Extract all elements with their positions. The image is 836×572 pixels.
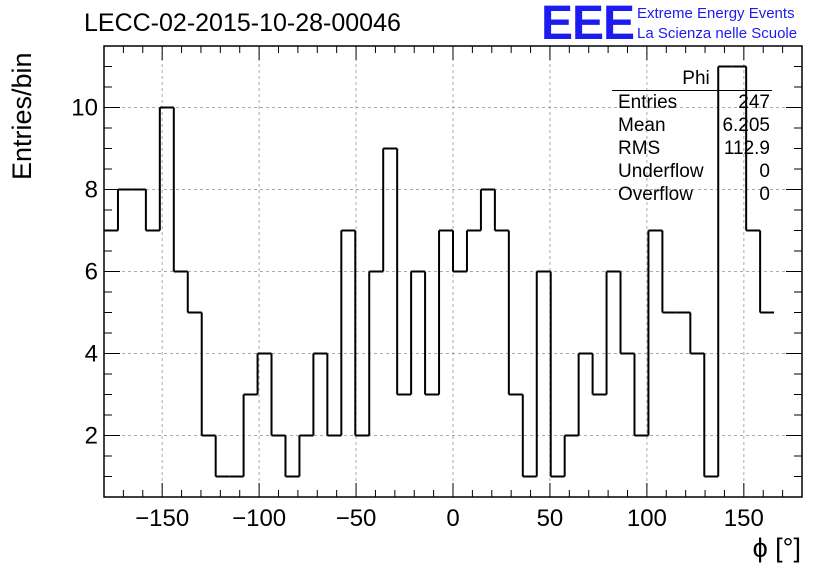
eee-logo: EEE xyxy=(541,0,635,50)
stats-label: Mean xyxy=(618,115,666,136)
y-tick-label: 6 xyxy=(85,259,98,286)
stats-label: RMS xyxy=(618,138,661,159)
stats-value: 247 xyxy=(738,92,770,113)
stats-row-overflow: Overflow 0 xyxy=(612,183,772,206)
stats-label: Overflow xyxy=(618,184,693,205)
stats-row-underflow: Underflow 0 xyxy=(612,160,772,183)
logo-tagline-2: La Scienza nelle Scuole xyxy=(637,25,798,42)
logo-tagline-1: Extreme Energy Events xyxy=(637,5,795,22)
stats-row-entries: Entries 247 xyxy=(612,91,772,114)
stats-histogram-name: Phi xyxy=(612,68,772,91)
y-tick-label: 8 xyxy=(85,177,98,204)
x-tick-label: −50 xyxy=(336,505,377,532)
y-axis-label: Entries/bin xyxy=(7,52,37,180)
x-tick-label: −150 xyxy=(135,505,189,532)
x-tick-label: 50 xyxy=(537,505,564,532)
stats-value: 0 xyxy=(759,161,770,182)
stats-label: Underflow xyxy=(618,161,704,182)
stats-box: Phi Entries 247 Mean 6.205 RMS 112.9 Und… xyxy=(612,68,772,206)
stats-label: Entries xyxy=(618,92,678,113)
stats-value: 6.205 xyxy=(722,115,770,136)
x-tick-label: 150 xyxy=(724,505,764,532)
stats-value: 0 xyxy=(759,184,770,205)
stats-value: 112.9 xyxy=(723,138,770,159)
x-axis-label: ϕ [°] xyxy=(752,533,801,563)
plot-frame xyxy=(103,45,803,498)
y-tick-label: 10 xyxy=(71,95,98,122)
stats-row-mean: Mean 6.205 xyxy=(612,114,772,137)
x-tick-label: 0 xyxy=(446,505,459,532)
y-tick-label: 4 xyxy=(85,341,98,368)
x-tick-label: −100 xyxy=(232,505,286,532)
y-tick-label: 2 xyxy=(85,423,98,450)
stats-row-rms: RMS 112.9 xyxy=(612,137,772,160)
chart-title: LECC-02-2015-10-28-00046 xyxy=(84,9,401,37)
x-tick-label: 100 xyxy=(627,505,667,532)
